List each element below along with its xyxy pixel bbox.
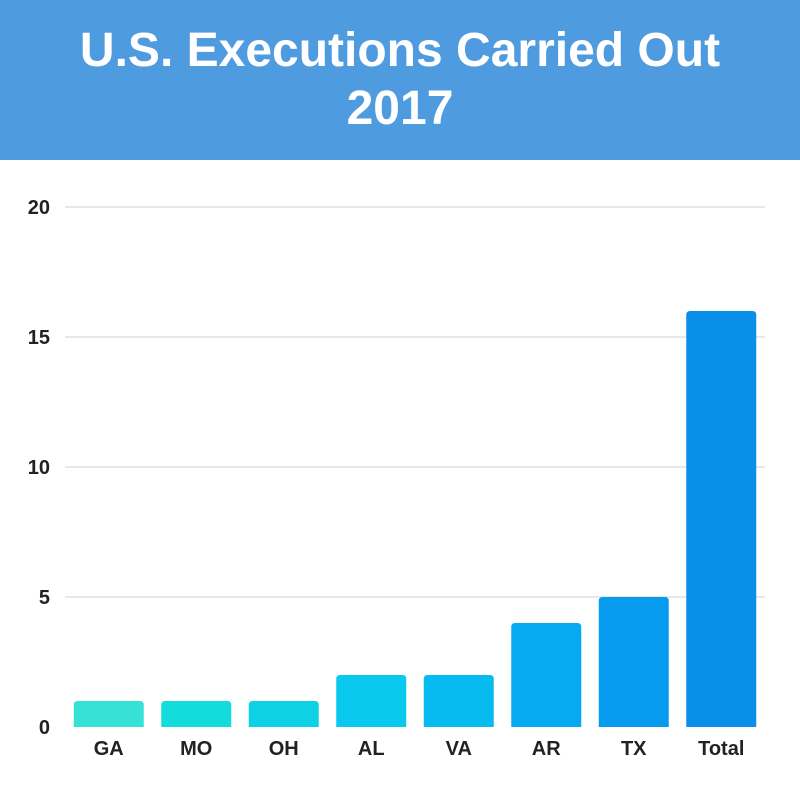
gridlines [65, 206, 765, 598]
bars [73, 311, 757, 727]
y-tick-label: 10 [28, 457, 50, 479]
chart-title-banner: U.S. Executions Carried Out 2017 [0, 0, 800, 160]
x-tick-label-va: VA [446, 738, 472, 760]
bar-al [336, 675, 407, 727]
y-tick-label: 15 [28, 327, 50, 349]
bar-ar [511, 623, 582, 727]
bar-oh [248, 701, 319, 727]
bar-va [423, 675, 494, 727]
y-tick-label: 20 [28, 197, 50, 219]
chart-title-line-1: U.S. Executions Carried Out [79, 24, 721, 77]
x-tick-label-oh: OH [269, 738, 299, 760]
bar-ga [73, 701, 144, 727]
bar-total [686, 311, 757, 727]
chart-title-line-2: 2017 [346, 82, 454, 135]
x-tick-label-tx: TX [621, 738, 647, 760]
x-tick-label-total: Total [698, 738, 744, 760]
y-tick-label: 0 [39, 717, 50, 739]
x-tick-label-al: AL [358, 738, 385, 760]
x-axis-ticks: GA MO OH AL VA AR TX Total [94, 738, 745, 760]
bar-mo [161, 701, 232, 727]
y-tick-label: 5 [39, 587, 50, 609]
bar-tx [598, 597, 669, 727]
x-tick-label-mo: MO [180, 738, 212, 760]
bar-chart: 0 5 10 15 20 GA MO OH AL VA AR TX Total [28, 197, 765, 760]
y-axis-ticks: 0 5 10 15 20 [28, 197, 50, 739]
x-tick-label-ga: GA [94, 738, 124, 760]
x-tick-label-ar: AR [532, 738, 561, 760]
